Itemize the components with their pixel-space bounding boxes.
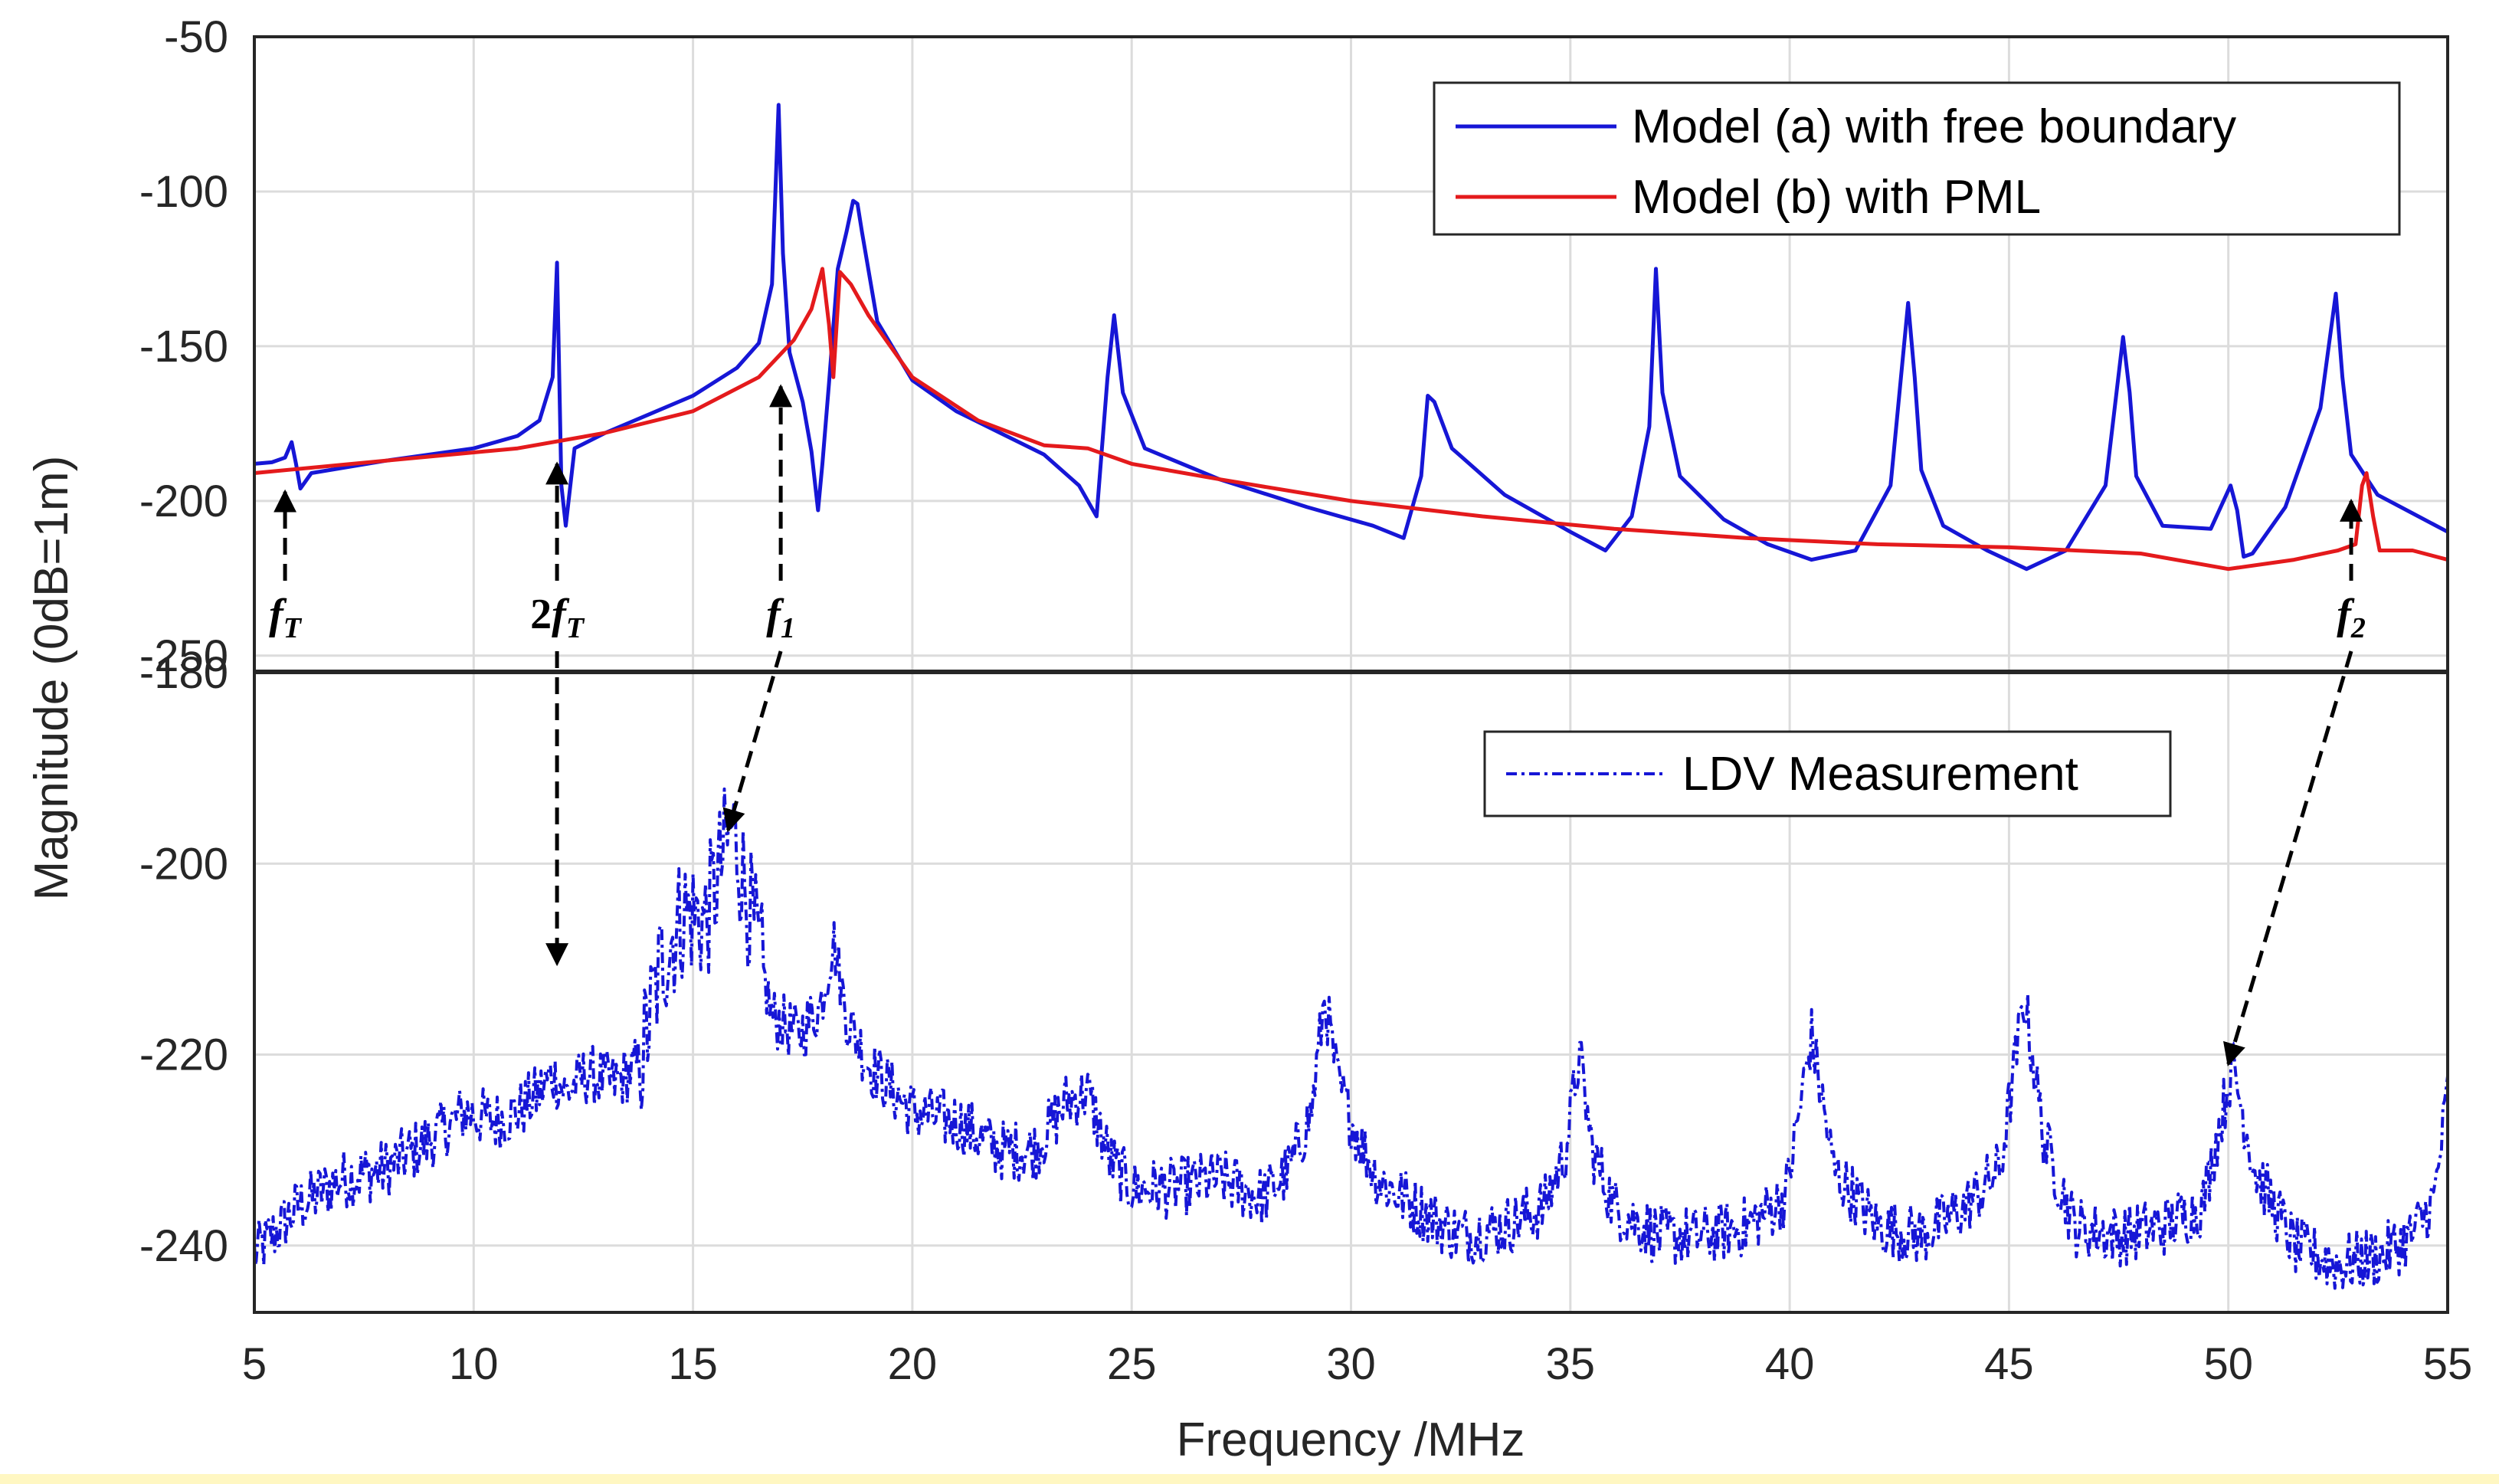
annotation-subscript: 2 [2350, 612, 2366, 644]
y-axis-title: Magnitude (0dB=1m) [25, 456, 78, 901]
annotation-label: fT [269, 591, 303, 644]
series-line-model-b-pml [254, 267, 2448, 572]
bottom-highlight-strip [0, 1474, 2499, 1484]
x-tick-label: 30 [1326, 1339, 1376, 1389]
bottom-y-tick-label: -220 [139, 1030, 228, 1080]
x-tick-label: 20 [888, 1339, 938, 1389]
top-y-tick-label: -200 [139, 477, 228, 526]
x-tick-labels: 5 10 15 20 25 30 35 40 45 50 55 [242, 1339, 2472, 1389]
annotation-arrow-down [2223, 650, 2353, 1066]
legend-entry-label: Model (b) with PML [1632, 171, 2041, 224]
series-line-model-a-free-boundary [254, 103, 2449, 572]
bottom-panel-axes [253, 671, 2449, 1314]
annotation-subscript: T [283, 612, 303, 644]
x-tick-label: 15 [668, 1339, 718, 1389]
annotation-label: f1 [766, 591, 795, 644]
bottom-y-tick-label: -200 [139, 839, 228, 889]
top-panel-y-tick-labels: -50 -100 -150 -200 -250 [139, 12, 228, 681]
annotation-subscript: 1 [781, 612, 795, 644]
series-line-ldv-measurement [253, 787, 2449, 1290]
top-y-tick-label: -100 [139, 167, 228, 217]
x-tick-label: 25 [1107, 1339, 1157, 1389]
x-tick-label: 55 [2423, 1339, 2473, 1389]
x-tick-label: 35 [1546, 1339, 1596, 1389]
x-tick-label: 5 [242, 1339, 267, 1389]
x-tick-label: 45 [1984, 1339, 2034, 1389]
top-y-tick-label: -50 [164, 12, 228, 62]
top-y-tick-label: -150 [139, 322, 228, 372]
annotation-label: 2fT [530, 591, 585, 644]
annotation-subscript: T [566, 612, 585, 644]
bottom-panel-legend: LDV Measurement [1483, 730, 2172, 817]
legend-entry-label: LDV Measurement [1682, 748, 2078, 801]
annotation-arrow-down [722, 650, 783, 833]
x-tick-label: 40 [1765, 1339, 1815, 1389]
top-legend-box [1433, 81, 2401, 236]
bottom-panel-series [253, 787, 2449, 1290]
legend-entry-label: Model (a) with free boundary [1632, 100, 2236, 153]
x-axis-title: Frequency /MHz [1177, 1414, 1525, 1466]
x-tick-label: 10 [449, 1339, 499, 1389]
annotation-prefix: 2 [530, 591, 552, 638]
top-panel-series [254, 103, 2449, 572]
top-y-tick-label: -250 [139, 631, 228, 681]
bottom-y-tick-label: -180 [139, 648, 228, 698]
bottom-y-tick-label: -240 [139, 1221, 228, 1271]
x-tick-label: 50 [2203, 1339, 2253, 1389]
bottom-panel-y-tick-labels: -180 -200 -220 -240 [139, 648, 228, 1271]
annotation-label: f2 [2337, 591, 2366, 644]
frequency-annotations: fT 2fT f1 f2 [269, 384, 2366, 1066]
top-panel-legend: Model (a) with free boundary Model (b) wi… [1433, 81, 2401, 236]
